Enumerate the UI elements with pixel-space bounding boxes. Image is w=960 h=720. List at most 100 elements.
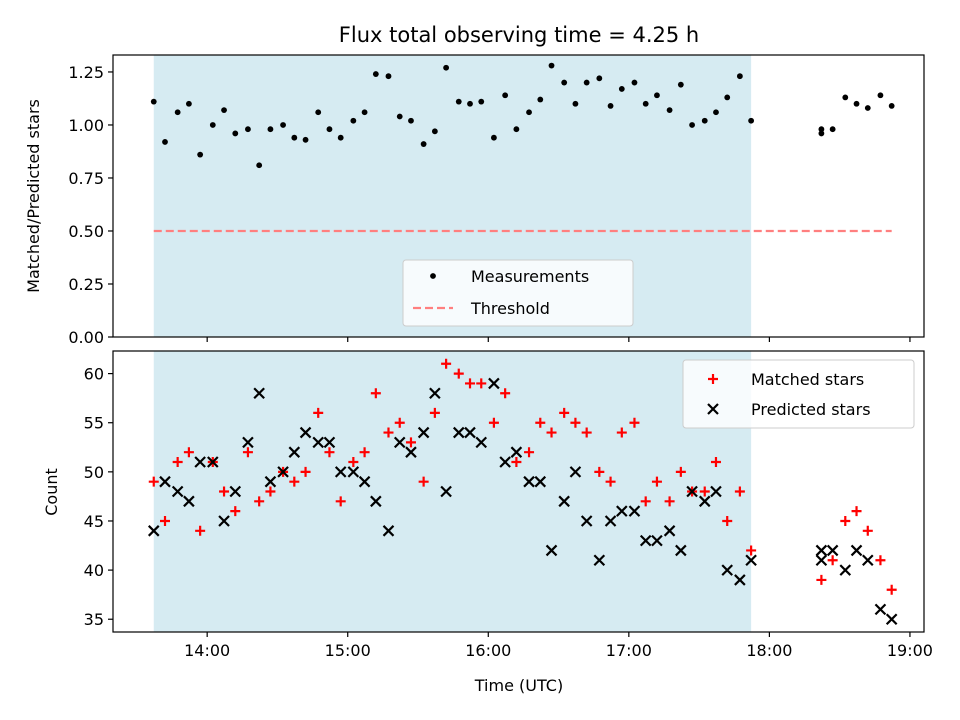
matched-star-point (862, 525, 873, 536)
predicted-star-point (475, 436, 488, 449)
measurement-point (877, 92, 884, 99)
matched-star-point (289, 476, 300, 487)
predicted-star-point (721, 564, 734, 576)
ratio-y-tick-label: 0.50 (68, 222, 104, 241)
measurement-point (232, 130, 239, 137)
predicted-star-point (452, 426, 465, 439)
ratio-plot-area: 0.00 0.25 0.50 0.75 1.00 1.25 Measurements Thre… (68, 54, 925, 347)
legend-matched-marker (708, 374, 718, 384)
matched-star-point (605, 476, 616, 487)
matched-star-point (524, 447, 535, 458)
legend-predicted-label: Predicted stars (751, 400, 871, 419)
predicted-star-point (183, 495, 195, 508)
matched-star-point (324, 447, 335, 458)
matched-star-point (710, 457, 721, 468)
matched-star-point (675, 466, 686, 477)
matched-star-point (429, 407, 440, 418)
predicted-star-point (604, 515, 617, 527)
predicted-star-point (488, 377, 500, 390)
measurement-point (561, 79, 568, 86)
measurement-point (724, 94, 731, 101)
matched-star-point (651, 476, 662, 487)
measurement-point (701, 117, 708, 124)
measurement-point (372, 71, 379, 77)
predicted-star-point (734, 574, 746, 586)
measurement-point (302, 136, 309, 143)
measurement-point (689, 122, 695, 128)
legend-threshold-label: Threshold (470, 299, 550, 318)
legend-predicted-marker (707, 403, 719, 415)
count-x-tick-label: 16:00 (465, 641, 511, 660)
ratio-y-tick-label: 1.00 (68, 116, 104, 135)
count-y-tick-label: 45 (84, 512, 104, 531)
matched-star-point (616, 427, 627, 438)
ratio-y-tick-label: 0.75 (68, 169, 104, 188)
count-x-tick-label: 18:00 (746, 641, 792, 660)
predicted-star-point (628, 505, 641, 517)
predicted-star-point (382, 525, 395, 537)
predicted-star-point (815, 544, 828, 557)
predicted-star-point (815, 554, 828, 567)
predicted-star-point (523, 475, 535, 488)
measurement-point (315, 109, 322, 116)
predicted-star-point (639, 534, 652, 547)
y-axis-label-ratio: Matched/Predicted stars (24, 99, 43, 293)
predicted-star-point (147, 525, 160, 537)
predicted-star-point (885, 613, 898, 626)
measurement-point (221, 107, 227, 114)
ratio-y-tick-label: 0.25 (68, 275, 104, 294)
measurement-point (513, 126, 520, 133)
measurement-point (631, 79, 638, 86)
matched-star-point (840, 515, 851, 526)
measurement-point (842, 94, 849, 101)
ratio-panel: Flux total observing time = 4.25 h Match… (24, 23, 925, 347)
ratio-axes-frame (112, 54, 925, 338)
matched-star-point (476, 378, 487, 389)
matched-star-point (664, 496, 675, 507)
measurement-point (654, 92, 660, 99)
measurement-point (537, 96, 544, 103)
measurement-point (607, 102, 614, 109)
matched-star-point (465, 378, 476, 389)
measurement-point (326, 126, 333, 133)
count-x-tick-label: 19:00 (887, 641, 933, 660)
measurement-point (431, 128, 438, 135)
predicted-star-point (207, 456, 219, 468)
predicted-star-point (874, 603, 887, 616)
predicted-star-point (862, 554, 874, 567)
measurement-point (209, 122, 216, 128)
matched-star-point (640, 496, 651, 507)
predicted-star-point (651, 534, 663, 547)
matched-star-point (418, 476, 429, 487)
matched-star-point (230, 506, 241, 517)
measurement-point (162, 139, 168, 145)
measurement-point (666, 107, 673, 114)
count-legend-box (682, 359, 915, 429)
predicted-star-point (253, 387, 265, 400)
matched-star-point (148, 476, 159, 487)
predicted-star-point (242, 436, 254, 449)
matched-star-point (172, 457, 183, 468)
measurement-point (337, 134, 344, 141)
matched-star-point (488, 417, 499, 428)
predicted-star-point (370, 495, 382, 508)
predicted-star-point (569, 466, 582, 478)
measurement-point (150, 98, 157, 105)
matched-star-point (359, 447, 370, 458)
matched-star-point (254, 496, 265, 507)
measurement-point (455, 98, 462, 105)
predicted-star-point (358, 475, 371, 488)
measurement-point (396, 113, 403, 120)
count-x-tick-label: 14:00 (184, 641, 230, 660)
measurement-point (408, 117, 414, 124)
matched-star-point (570, 417, 581, 428)
matched-star-point (746, 545, 757, 556)
predicted-star-point (675, 544, 687, 557)
matched-star-point (851, 506, 862, 517)
predicted-star-point (229, 485, 242, 498)
predicted-star-point (347, 466, 360, 478)
measurement-point (713, 109, 719, 116)
matched-star-point (195, 525, 206, 536)
count-series-predicted-stars (147, 377, 898, 626)
